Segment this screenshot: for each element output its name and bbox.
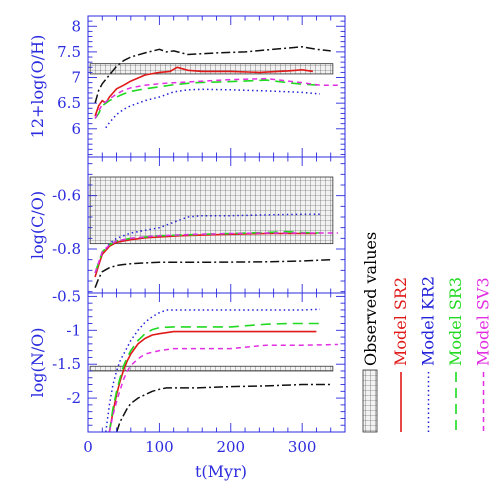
- series-model-sr3: [94, 230, 321, 274]
- chart-panels: 6 6.5 7 7.5 8 12+log(O/H) -0.8 -0.6 log(C/O) -2 -1…: [28, 15, 346, 456]
- legend-label-model-kr2: Model KR2: [419, 276, 438, 366]
- x-tick-label: 200: [216, 438, 245, 456]
- series-group: [94, 213, 338, 288]
- x-tick-label: 300: [288, 438, 317, 456]
- y-tick-label: 7.5: [57, 43, 81, 61]
- panel-bottom: -2 -1.5 -1 -0.5 0 100 200 300 log(N/O): [28, 287, 346, 456]
- y-tick-label: 8: [71, 17, 81, 35]
- legend-label-model-sv3: Model SV3: [474, 277, 493, 366]
- legend-observed-swatch: [362, 369, 378, 433]
- series-model-fv4: [115, 383, 331, 432]
- series-model-fv4: [94, 258, 331, 288]
- legend-label-model-sr2: Model SR2: [391, 277, 410, 366]
- observed-band: [89, 365, 334, 372]
- series-model-sv3: [94, 77, 338, 119]
- y-tick-label: -0.6: [52, 187, 81, 205]
- plot-frame: [87, 15, 346, 158]
- series-model-sr3: [94, 79, 321, 119]
- legend-label-model-sr3: Model SR3: [446, 277, 465, 366]
- series-model-fv4: [94, 46, 331, 104]
- series-model-sr3: [108, 322, 320, 432]
- x-tick-label: 100: [145, 438, 174, 456]
- series-model-sv3: [94, 232, 338, 274]
- y-axis-label: log(C/O): [28, 191, 47, 259]
- y-tick-label: 7: [71, 69, 81, 87]
- series-model-kr2: [105, 88, 321, 129]
- series-model-kr2: [105, 213, 320, 250]
- observed-band: [89, 63, 334, 75]
- y-tick-label: -0.5: [52, 287, 81, 305]
- y-axis-label: 12+log(O/H): [28, 35, 47, 139]
- legend-observed-label: Observed values: [361, 232, 380, 366]
- series-model-sr2: [108, 330, 317, 432]
- x-tick-label: 0: [83, 438, 93, 456]
- series-group: [105, 308, 338, 432]
- y-tick-label: -0.8: [52, 240, 81, 258]
- panel-top: 6 6.5 7 7.5 8 12+log(O/H): [28, 15, 346, 158]
- y-tick-label: -2: [66, 389, 81, 407]
- y-tick-label: 6: [71, 120, 81, 138]
- y-tick-label: 6.5: [57, 94, 81, 112]
- series-model-sv3: [108, 343, 338, 432]
- y-axis-label: log(N/O): [28, 328, 47, 398]
- chart-legend: Observed values Model SR2 Model KR2 Model S…: [361, 232, 493, 433]
- x-axis-label: t(Myr): [195, 462, 247, 481]
- y-tick-label: -1.5: [52, 355, 81, 373]
- panel-middle: -0.8 -0.6 log(C/O): [28, 156, 346, 294]
- y-tick-label: -1: [66, 321, 81, 339]
- series-group: [94, 46, 338, 129]
